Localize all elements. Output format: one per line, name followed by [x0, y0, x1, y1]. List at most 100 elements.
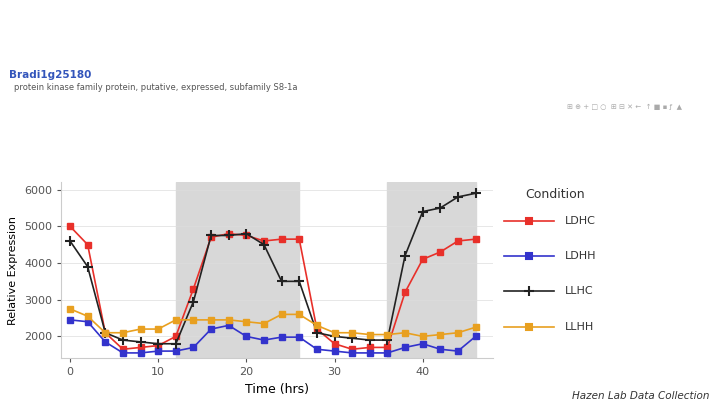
LLHH: [472, 325, 480, 330]
Text: ⊞ ⊕ + □ ○  ⊞ ⊟ ✕ ←  ↑ ■ ▪ ƒ  ▲: ⊞ ⊕ + □ ○ ⊞ ⊟ ✕ ← ↑ ■ ▪ ƒ ▲: [567, 104, 683, 110]
LLHH: [418, 334, 427, 339]
LLHH: [401, 330, 410, 335]
LDHH: [207, 326, 215, 331]
LLHH: [154, 326, 163, 331]
LDHC: [189, 286, 198, 291]
LDHH: [101, 339, 109, 344]
LDHH: [171, 349, 180, 354]
LDHC: [136, 345, 145, 350]
LDHC: [401, 290, 410, 295]
LDHC: [348, 347, 356, 352]
LDHH: [84, 319, 92, 324]
LLHH: [260, 321, 269, 326]
LDHC: [295, 237, 304, 241]
LDHH: [312, 347, 321, 352]
LDHC: [436, 249, 445, 254]
LLHH: [383, 332, 392, 337]
Text: Condition: Condition: [526, 188, 585, 200]
LDHC: [277, 237, 286, 241]
Bar: [176, 182, 300, 358]
LDHH: [225, 323, 233, 328]
LLHH: [242, 319, 251, 324]
LDHC: [472, 237, 480, 241]
LDHH: [295, 335, 304, 339]
LLHC: [242, 231, 251, 236]
LDHH: [383, 350, 392, 355]
LDHH: [277, 335, 286, 339]
LDHC: [84, 242, 92, 247]
LDHC: [154, 343, 163, 348]
LLHC: [401, 253, 410, 258]
LLHC: [171, 341, 180, 346]
LDHH: [366, 350, 374, 355]
Line: LDHC: LDHC: [67, 224, 478, 352]
LLHC: [101, 330, 109, 335]
LLHH: [330, 330, 339, 335]
LLHC: [436, 205, 445, 210]
Text: LLHC: LLHC: [564, 286, 593, 296]
LLHH: [277, 312, 286, 317]
LLHH: [366, 332, 374, 337]
LLHH: [66, 307, 74, 311]
LLHC: [330, 334, 339, 339]
LDHC: [366, 345, 374, 350]
LDHC: [171, 334, 180, 339]
LLHC: [295, 279, 304, 284]
Line: LDHH: LDHH: [67, 317, 478, 356]
LDHH: [66, 318, 74, 322]
LDHC: [418, 257, 427, 262]
LDHC: [207, 235, 215, 240]
LLHH: [295, 312, 304, 317]
LLHC: [312, 330, 321, 335]
Line: LLHH: LLHH: [67, 306, 478, 339]
LLHC: [207, 233, 215, 238]
LDHC: [312, 326, 321, 331]
LDHH: [119, 350, 127, 355]
LDHC: [454, 239, 462, 243]
LLHH: [171, 318, 180, 322]
Text: LDHH: LDHH: [564, 251, 596, 261]
LLHC: [366, 338, 374, 343]
LLHC: [154, 341, 163, 346]
LLHC: [119, 338, 127, 343]
LLHH: [119, 330, 127, 335]
LLHC: [189, 299, 198, 304]
LLHH: [136, 326, 145, 331]
Y-axis label: Relative Expression: Relative Expression: [9, 216, 19, 325]
LDHC: [383, 345, 392, 350]
LDHH: [330, 349, 339, 354]
Line: LLHC: LLHC: [65, 188, 480, 349]
LLHC: [66, 239, 74, 243]
LDHH: [260, 338, 269, 343]
LLHH: [84, 314, 92, 319]
LLHC: [225, 233, 233, 238]
LDHC: [260, 239, 269, 243]
LLHH: [207, 318, 215, 322]
LLHC: [136, 339, 145, 344]
Text: Hazen Lab Data Collection: Hazen Lab Data Collection: [572, 391, 709, 401]
Text: Bradi1g25180: Bradi1g25180: [9, 70, 91, 80]
LLHC: [84, 264, 92, 269]
LLHC: [472, 191, 480, 196]
LLHH: [312, 323, 321, 328]
LLHH: [189, 318, 198, 322]
LDHH: [348, 350, 356, 355]
LDHH: [401, 345, 410, 350]
Text: Differences in expression in a Cyclical Environment: Differences in expression in a Cyclical …: [9, 20, 654, 40]
LLHC: [383, 338, 392, 343]
LLHC: [260, 242, 269, 247]
LLHH: [454, 330, 462, 335]
LDHC: [225, 231, 233, 236]
LDHH: [242, 334, 251, 339]
Text: protein kinase family protein, putative, expressed, subfamily S8-1a: protein kinase family protein, putative,…: [14, 83, 297, 92]
Text: LLHH: LLHH: [564, 322, 594, 332]
LDHC: [119, 347, 127, 352]
LDHH: [136, 350, 145, 355]
LLHH: [101, 330, 109, 335]
LDHH: [154, 349, 163, 354]
LLHC: [454, 194, 462, 199]
LDHH: [472, 334, 480, 339]
LLHC: [277, 279, 286, 284]
LDHC: [330, 341, 339, 346]
LLHC: [418, 209, 427, 214]
